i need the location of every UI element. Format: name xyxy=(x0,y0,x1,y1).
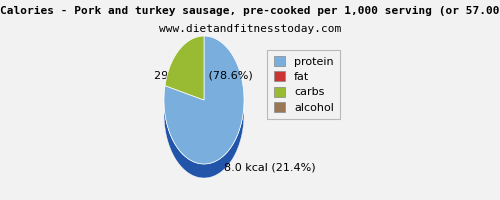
Polygon shape xyxy=(164,101,244,178)
Text: www.dietandfitnesstoday.com: www.dietandfitnesstoday.com xyxy=(159,24,341,34)
PathPatch shape xyxy=(165,36,204,100)
Text: 29.3 kcal (78.6%): 29.3 kcal (78.6%) xyxy=(154,71,253,81)
Legend: protein, fat, carbs, alcohol: protein, fat, carbs, alcohol xyxy=(267,50,340,119)
Text: Calories - Pork and turkey sausage, pre-cooked per 1,000 serving (or 57.00: Calories - Pork and turkey sausage, pre-… xyxy=(0,6,500,16)
Text: 8.0 kcal (21.4%): 8.0 kcal (21.4%) xyxy=(224,163,316,173)
PathPatch shape xyxy=(164,36,244,164)
